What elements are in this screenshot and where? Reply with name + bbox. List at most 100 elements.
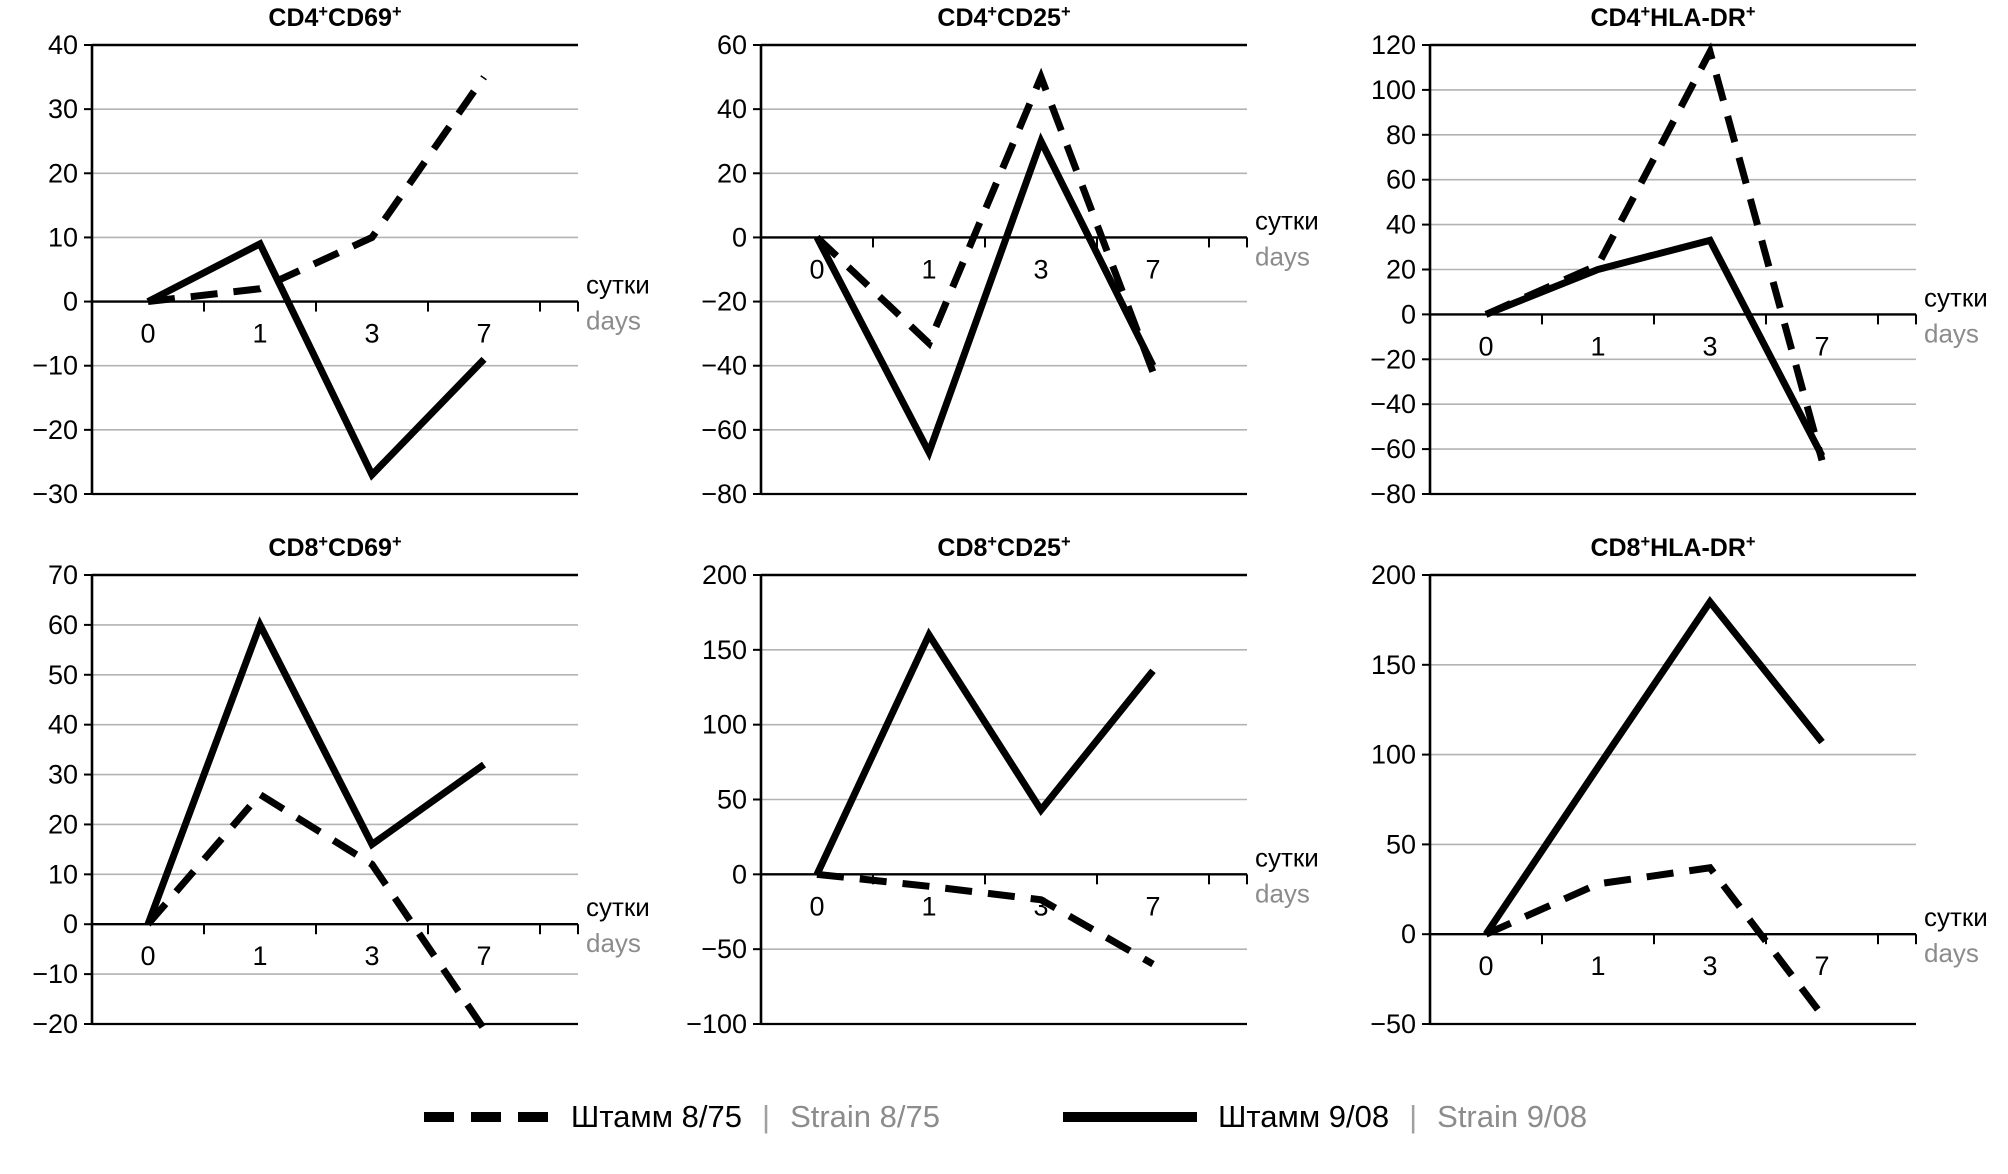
legend-item-strain-9-08: Штамм 9/08 | Strain 9/08 xyxy=(1060,1099,1587,1135)
series-line-strain-8-75 xyxy=(147,75,487,306)
x-axis-tick-label: 1 xyxy=(921,891,936,921)
chart-title: CD4+HLA-DR+ xyxy=(1590,3,1755,32)
legend-separator: | xyxy=(762,1099,771,1134)
y-axis-tick-label: 150 xyxy=(702,635,747,665)
legend-item-strain-8-75: Штамм 8/75 | Strain 8/75 xyxy=(421,1099,940,1135)
x-axis-tick-label: 0 xyxy=(140,941,155,971)
series-line-strain-9-08 xyxy=(1483,596,1825,937)
y-axis-tick-label: −50 xyxy=(701,934,747,964)
y-axis-tick-label: −60 xyxy=(701,415,747,445)
x-axis-tick-label: 3 xyxy=(364,319,379,349)
x-axis-tick-label: 3 xyxy=(1702,951,1717,981)
x-axis-unit-label-en: days xyxy=(586,306,641,336)
y-axis-tick-label: 40 xyxy=(48,710,78,740)
y-axis-tick-label: −100 xyxy=(686,1009,747,1039)
y-axis-tick-label: 200 xyxy=(1371,560,1416,590)
chart-panel-cd4-cd25: −80 −60 −40 −20 0 20 40 60 0 1 3 7 сутки days CD4+CD25… xyxy=(669,0,1338,530)
series-line-strain-8-75 xyxy=(1484,863,1825,1018)
legend: Штамм 8/75 | Strain 8/75 Штамм 9/08 | St… xyxy=(0,1060,2008,1174)
y-axis-tick-label: 70 xyxy=(48,560,78,590)
x-axis-tick-label: 7 xyxy=(1145,891,1160,921)
x-axis-unit-label-en: days xyxy=(1924,938,1979,968)
y-axis-tick-label: −20 xyxy=(1370,344,1416,374)
y-axis-tick-label: 10 xyxy=(48,222,78,252)
y-axis-tick-label: −80 xyxy=(701,479,747,509)
chart-title: CD4+CD69+ xyxy=(268,3,401,32)
y-axis-tick-label: −20 xyxy=(701,287,747,317)
series-line-strain-8-75 xyxy=(816,870,1155,968)
chart-panel-cd8-cd25: −100 −50 0 50 100 150 200 0 1 3 7 сутки days CD8+CD25… xyxy=(669,530,1338,1060)
chart-panel-cd8-cd69: −20 −10 0 10 20 30 40 50 60 70 0 1 3 7 сутки days CD8+CD… xyxy=(0,530,669,1060)
x-axis-tick-label: 0 xyxy=(140,319,155,349)
y-axis-tick-label: 10 xyxy=(48,859,78,889)
x-axis-tick-label: 7 xyxy=(1145,254,1160,284)
x-axis-unit-label-ru: сутки xyxy=(1924,902,1988,932)
x-axis-unit-label-en: days xyxy=(1924,318,1979,348)
x-axis-unit-label-ru: сутки xyxy=(586,892,650,922)
y-axis-tick-label: −60 xyxy=(1370,434,1416,464)
x-axis-unit-label-ru: сутки xyxy=(1255,205,1319,235)
charts-grid: −30 −20 −10 0 10 20 30 40 0 1 3 7 сутки days CD4+CD69+… xyxy=(0,0,2007,1060)
x-axis-unit-label-en: days xyxy=(1255,878,1310,908)
y-axis-tick-label: 40 xyxy=(1386,210,1416,240)
series-line-strain-9-08 xyxy=(144,616,487,926)
line-chart: −20 −10 0 10 20 30 40 50 60 70 0 1 3 7 сутки days CD8+CD… xyxy=(32,533,650,1039)
y-axis-tick-label: 120 xyxy=(1371,30,1416,60)
legend-label-en: Strain 8/75 xyxy=(790,1099,940,1134)
chart-title: CD8+CD25+ xyxy=(937,533,1070,562)
y-axis-tick-label: −40 xyxy=(1370,389,1416,419)
x-axis-tick-label: 1 xyxy=(252,941,267,971)
y-axis-tick-label: 150 xyxy=(1371,650,1416,680)
y-axis-tick-label: −20 xyxy=(32,1009,78,1039)
y-axis-tick-label: 100 xyxy=(1371,740,1416,770)
y-axis-tick-label: 0 xyxy=(1401,299,1416,329)
y-axis-tick-label: 0 xyxy=(732,222,747,252)
y-axis-tick-label: 30 xyxy=(48,760,78,790)
legend-label-en: Strain 9/08 xyxy=(1437,1099,1588,1134)
x-axis-tick-label: 0 xyxy=(1478,331,1493,361)
y-axis-tick-label: 100 xyxy=(702,710,747,740)
legend-label-ru: Штамм 9/08 xyxy=(1218,1099,1390,1134)
x-axis-tick-label: 7 xyxy=(476,941,491,971)
x-axis-unit-label-ru: сутки xyxy=(1255,842,1319,872)
y-axis-tick-label: −80 xyxy=(1370,479,1416,509)
y-axis-tick-label: −50 xyxy=(1370,1009,1416,1039)
y-axis-tick-label: 20 xyxy=(48,158,78,188)
y-axis-tick-label: 20 xyxy=(48,809,78,839)
y-axis-tick-label: 50 xyxy=(48,660,78,690)
line-chart: −80 −60 −40 −20 0 20 40 60 80 100 120 0 1 3 7 сутки days… xyxy=(1370,3,1988,509)
chart-title: CD8+HLA-DR+ xyxy=(1590,533,1755,562)
legend-separator: | xyxy=(1409,1099,1418,1134)
x-axis-tick-label: 0 xyxy=(809,254,824,284)
x-axis-tick-label: 1 xyxy=(1590,331,1605,361)
y-axis-tick-label: −10 xyxy=(32,351,78,381)
chart-title: CD8+CD69+ xyxy=(268,533,401,562)
x-axis-unit-label-ru: сутки xyxy=(1924,282,1988,312)
x-axis-unit-label-en: days xyxy=(586,928,641,958)
chart-panel-cd4-hla-dr: −80 −60 −40 −20 0 20 40 60 80 100 120 0 1 3 7 сутки days… xyxy=(1338,0,2007,530)
y-axis-tick-label: −40 xyxy=(701,351,747,381)
y-axis-tick-label: 0 xyxy=(63,287,78,317)
y-axis-tick-label: 100 xyxy=(1371,75,1416,105)
x-axis-tick-label: 3 xyxy=(1702,331,1717,361)
y-axis-tick-label: 40 xyxy=(717,94,747,124)
y-axis-tick-label: 0 xyxy=(1401,919,1416,949)
x-axis-tick-label: 3 xyxy=(364,941,379,971)
dashed-line-sample-icon xyxy=(423,1112,550,1122)
line-chart: −80 −60 −40 −20 0 20 40 60 0 1 3 7 сутки days CD4+CD25… xyxy=(701,3,1319,509)
line-chart: −30 −20 −10 0 10 20 30 40 0 1 3 7 сутки days CD4+CD69+ xyxy=(32,3,650,509)
y-axis-tick-label: 0 xyxy=(732,859,747,889)
x-axis-unit-label-en: days xyxy=(1255,241,1310,271)
y-axis-tick-label: −20 xyxy=(32,415,78,445)
y-axis-tick-label: 80 xyxy=(1386,120,1416,150)
x-axis-tick-label: 0 xyxy=(1478,951,1493,981)
y-axis-tick-label: −30 xyxy=(32,479,78,509)
solid-line-sample-icon xyxy=(1063,1112,1197,1122)
series-line-strain-9-08 xyxy=(146,239,487,481)
x-axis-tick-label: 7 xyxy=(1814,951,1829,981)
x-axis-tick-label: 3 xyxy=(1033,254,1048,284)
y-axis-tick-label: 0 xyxy=(63,909,78,939)
y-axis-tick-label: 60 xyxy=(717,30,747,60)
